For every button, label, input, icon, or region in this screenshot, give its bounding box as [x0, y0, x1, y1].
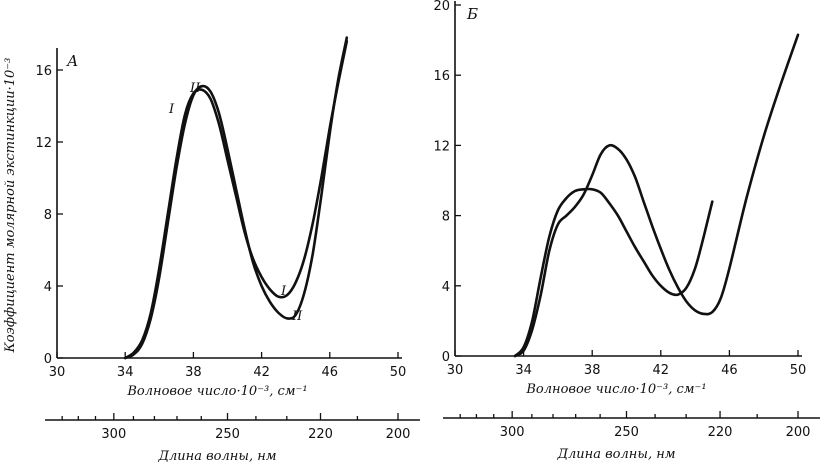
wavelength-axis-title: Длина волны, нм — [157, 449, 276, 464]
curve-label-II: II — [291, 309, 303, 324]
wavelength-tick-label: 250 — [614, 425, 639, 440]
x-axis-title: Волновое число·10⁻³, см⁻¹ — [126, 384, 307, 399]
y-tick-label: 4 — [44, 280, 52, 295]
y-tick-label: 4 — [442, 280, 450, 295]
x-tick-label: 30 — [49, 365, 66, 380]
y-tick-label: 0 — [442, 350, 450, 365]
wavelength-axis-title: Длина волны, нм — [556, 447, 675, 462]
x-tick-label: 38 — [185, 365, 202, 380]
y-tick-label: 8 — [442, 210, 450, 225]
y-tick-label: 0 — [44, 352, 52, 367]
series-1-line — [123, 39, 349, 360]
y-tick-label: 16 — [35, 64, 52, 79]
panel-b: 0 4 8 12 16 20 30 34 38 42 46 50 Волновое число·10⁻³… — [433, 0, 820, 462]
panel-a: 0 4 8 12 16 30 34 38 42 46 50 Волновое число·10⁻³, … — [3, 36, 420, 464]
panel-letter: Б — [466, 5, 478, 23]
x-tick-label: 50 — [390, 365, 407, 380]
x-tick-label: 30 — [447, 363, 464, 378]
wavelength-tick-label: 250 — [215, 427, 240, 442]
series-2-line — [513, 33, 800, 358]
panel-letter: А — [66, 52, 78, 70]
x-tick-label: 42 — [253, 365, 270, 380]
wavelength-tick-label: 220 — [308, 427, 333, 442]
x-tick-label: 50 — [790, 363, 807, 378]
series-1-line — [513, 187, 714, 358]
series-2-line — [123, 36, 349, 360]
x-tick-label: 38 — [584, 363, 601, 378]
x-tick-label: 46 — [721, 363, 738, 378]
y-tick-label: 12 — [35, 136, 52, 151]
curve-label-I: I — [168, 102, 175, 117]
y-tick-label: 8 — [44, 208, 52, 223]
curve-label-I: I — [280, 284, 287, 299]
x-tick-label: 34 — [515, 363, 532, 378]
curve-label-II: II — [189, 81, 201, 96]
wavelength-tick-label: 200 — [786, 425, 811, 440]
wavelength-tick-label: 200 — [386, 427, 411, 442]
wavelength-tick-label: 300 — [500, 425, 525, 440]
y-tick-label: 16 — [433, 69, 450, 84]
y-tick-label: 12 — [433, 139, 450, 154]
x-tick-label: 42 — [653, 363, 670, 378]
y-tick-label: 20 — [433, 0, 450, 14]
x-axis-title: Волновое число·10⁻³, см⁻¹ — [525, 382, 706, 397]
wavelength-tick-label: 300 — [101, 427, 126, 442]
x-tick-label: 34 — [117, 365, 134, 380]
wavelength-tick-label: 220 — [708, 425, 733, 440]
x-tick-label: 46 — [322, 365, 339, 380]
y-axis-title: Коэффициент молярной экстинкции·10⁻³ — [3, 58, 18, 354]
